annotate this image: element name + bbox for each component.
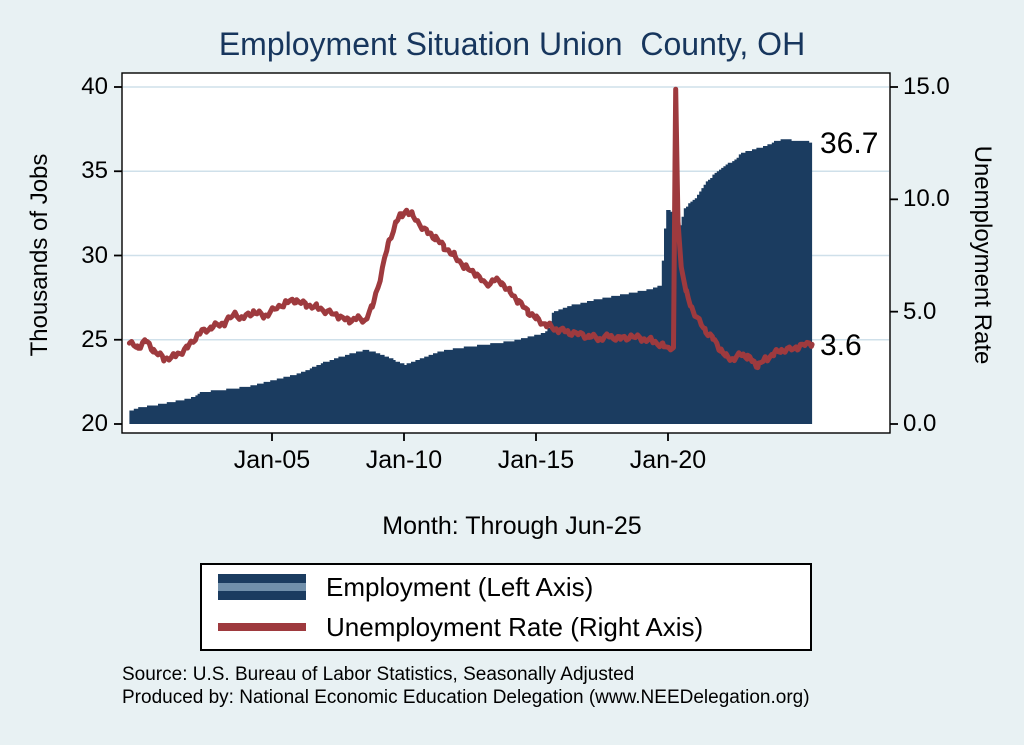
x-axis-title: Month: Through Jun-25 bbox=[382, 512, 642, 540]
legend: Employment (Left Axis) Unemployment Rate… bbox=[200, 563, 812, 651]
employment-value-annotation: 36.7 bbox=[820, 127, 879, 160]
employment-area-swatch bbox=[218, 574, 306, 600]
employment-area bbox=[129, 139, 813, 424]
left-axis-title: Thousands of Jobs bbox=[26, 153, 53, 357]
employment-swatch-stripe bbox=[218, 583, 306, 591]
legend-row-unemployment: Unemployment Rate (Right Axis) bbox=[218, 612, 810, 643]
unemployment-value-annotation: 3.6 bbox=[820, 329, 862, 362]
produced-by-line: Produced by: National Economic Education… bbox=[122, 687, 810, 708]
footer: Source: U.S. Bureau of Labor Statistics,… bbox=[122, 663, 810, 709]
unemployment-line bbox=[126, 86, 815, 371]
legend-label-unemployment: Unemployment Rate (Right Axis) bbox=[326, 611, 704, 642]
chart-title: Employment Situation Union County, OH bbox=[218, 26, 806, 62]
plot-border bbox=[121, 72, 891, 434]
legend-label-employment: Employment (Left Axis) bbox=[326, 571, 594, 602]
right-axis-title: Unemployment Rate bbox=[969, 145, 996, 365]
legend-row-employment: Employment (Left Axis) bbox=[218, 572, 810, 603]
source-line: Source: U.S. Bureau of Labor Statistics,… bbox=[122, 664, 635, 685]
unemployment-line-swatch bbox=[218, 623, 306, 631]
